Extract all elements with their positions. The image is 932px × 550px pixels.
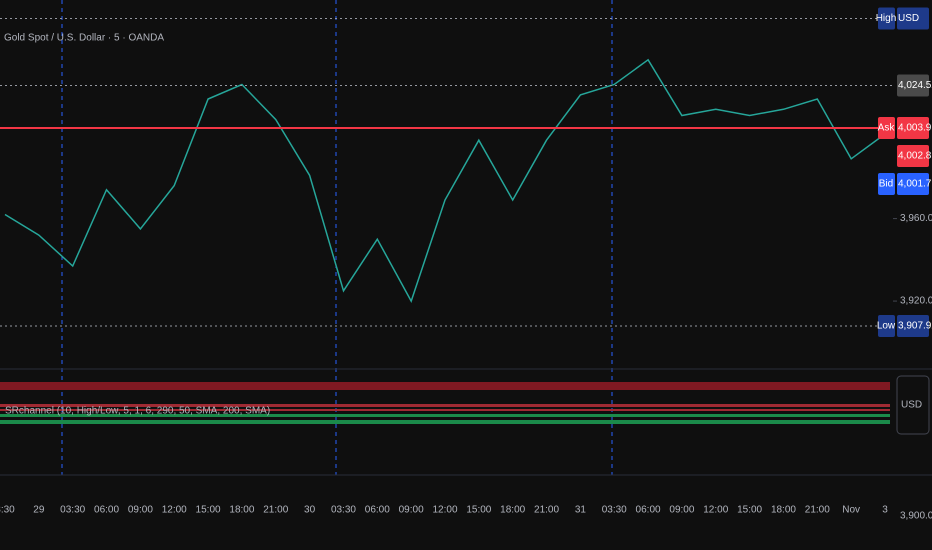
x-tick-label: 09:00 xyxy=(669,505,694,516)
x-tick-label: 18:00 xyxy=(771,505,796,516)
chart-title: Gold Spot / U.S. Dollar · 5 · OANDA xyxy=(4,33,164,44)
sr-zone xyxy=(0,382,890,390)
price-line xyxy=(4,58,886,303)
x-tick-label: 15:00 xyxy=(196,505,221,516)
price-tag: 4,024.525 xyxy=(897,74,932,97)
lower-axis-label: 3,900.000 xyxy=(900,511,932,522)
x-tick-label: Nov xyxy=(842,505,860,516)
x-tick-label: 12:00 xyxy=(432,505,457,516)
x-tick-label: 15:00 xyxy=(466,505,491,516)
price-tag-label: 4,002.810 xyxy=(898,151,932,162)
x-tick-label: 21:00 xyxy=(263,505,288,516)
price-tag-box xyxy=(897,314,929,337)
tag-name-box xyxy=(878,7,895,30)
price-tag-label: 4,001.710 xyxy=(898,179,932,190)
x-tick-label: 03:30 xyxy=(602,505,627,516)
x-tick-label: 09:00 xyxy=(399,505,424,516)
x-tick-label: 12:00 xyxy=(703,505,728,516)
price-tag: 4,002.810 xyxy=(897,145,932,168)
y-tick-label: 3,920.000 xyxy=(900,296,932,307)
x-tick-label: 31 xyxy=(575,505,587,516)
tag-name: Low xyxy=(877,321,896,332)
x-tick-label: 29 xyxy=(33,505,45,516)
price-tag-box xyxy=(897,7,929,30)
tag-name-box xyxy=(878,173,895,196)
sr-zone xyxy=(0,414,890,417)
currency-box xyxy=(896,375,930,435)
x-tick-label: 21:00 xyxy=(805,505,830,516)
price-tag: 4,001.710 Bid xyxy=(878,173,932,196)
x-tick-label: 18:00 xyxy=(229,505,254,516)
price-tag-box xyxy=(897,145,929,168)
x-tick-label: 06:00 xyxy=(365,505,390,516)
x-tick-label: 15:00 xyxy=(737,505,762,516)
price-tag-label: 4,024.525 xyxy=(898,80,932,91)
x-tick-label: 21:00 xyxy=(534,505,559,516)
y-tick-label: 3,960.000 xyxy=(900,213,932,224)
x-tick-label: 06:00 xyxy=(636,505,661,516)
tag-name-box xyxy=(878,117,895,140)
sr-zone xyxy=(0,420,890,424)
x-tick-label: 06:00 xyxy=(94,505,119,516)
x-tick-label: 18:00 xyxy=(500,505,525,516)
x-tick-label: 09:00 xyxy=(128,505,153,516)
price-tag-box xyxy=(897,74,929,97)
price-tag-label: USD xyxy=(898,13,919,24)
price-tag: 3,907.925Low xyxy=(877,314,932,337)
x-tick-label: 30 xyxy=(304,505,316,516)
currency-label: USD xyxy=(901,400,922,411)
tag-name: Bid xyxy=(879,179,893,190)
x-tick-label: 03:30 xyxy=(60,505,85,516)
tag-name: High xyxy=(876,13,897,24)
x-tick-label: 3 xyxy=(882,505,888,516)
tag-name-box xyxy=(878,314,895,337)
x-tick-label: 12:00 xyxy=(162,505,187,516)
price-tag-box xyxy=(897,117,929,140)
x-tick-label: 03:30 xyxy=(331,505,356,516)
price-tag-box xyxy=(897,173,929,196)
x-tick-label: 3:30 xyxy=(0,505,15,516)
price-tag-label: 3,907.925 xyxy=(898,321,932,332)
price-tag: 4,003.910Ask xyxy=(878,117,932,140)
price-tag-label: 4,003.910 xyxy=(898,123,932,134)
tag-name: Ask xyxy=(878,123,896,134)
indicator-label: SRchannel (10, High/Low, 5, 1, 6, 290, 5… xyxy=(5,406,270,417)
sr-zone xyxy=(0,404,890,407)
sr-zone xyxy=(0,409,890,411)
